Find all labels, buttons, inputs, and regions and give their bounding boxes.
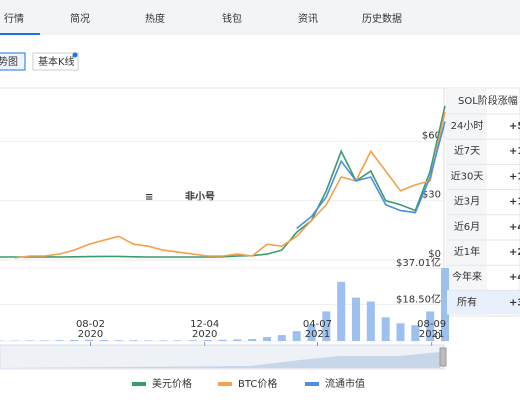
y-tick-label: $18.50亿 xyxy=(396,293,441,306)
watermark-logo: ≡ xyxy=(145,192,153,203)
tab[interactable]: 行情 xyxy=(4,12,24,25)
volume-bar xyxy=(55,340,63,341)
volume-bar xyxy=(26,340,34,341)
volume-bar xyxy=(41,340,49,341)
volume-bar xyxy=(70,340,78,341)
volume-bar xyxy=(159,340,167,341)
legend-label[interactable]: 流通市值 xyxy=(325,377,365,390)
legend-swatch xyxy=(218,382,232,386)
period-label: 近3月 xyxy=(454,195,480,208)
period-label: 今年来 xyxy=(452,270,482,283)
tab[interactable]: 热度 xyxy=(145,12,165,25)
x-tick-year: 2020 xyxy=(78,329,103,340)
change-value: +15 xyxy=(509,197,520,208)
volume-bar xyxy=(248,339,256,341)
series-line xyxy=(15,112,445,258)
volume-bar xyxy=(189,340,197,341)
volume-bar xyxy=(144,340,152,341)
volume-bar xyxy=(115,340,123,341)
x-tick-year: 2021 xyxy=(419,329,444,340)
volume-bar xyxy=(263,337,271,341)
volume-bar xyxy=(397,323,405,341)
tab[interactable]: 历史数据 xyxy=(362,12,402,25)
change-value: +19 xyxy=(509,171,520,182)
volume-bar xyxy=(233,339,241,341)
volume-bar xyxy=(204,340,212,341)
change-value: +1 xyxy=(509,146,520,157)
change-value: +24 xyxy=(509,247,520,258)
series-line xyxy=(0,106,445,257)
period-label: 近7天 xyxy=(454,144,480,157)
volume-bar xyxy=(337,282,345,341)
panel-title: SOL阶段涨幅 xyxy=(458,94,518,107)
legend-swatch xyxy=(132,382,146,386)
tab[interactable]: 钱包 xyxy=(222,12,242,25)
y-tick-label: $37.01亿 xyxy=(396,256,441,269)
volume-bar xyxy=(278,335,286,341)
legend-swatch xyxy=(305,382,319,386)
legend-label[interactable]: 美元价格 xyxy=(152,377,192,390)
volume-bar xyxy=(130,340,138,341)
x-tick-year: 2021 xyxy=(305,329,330,340)
change-value: +35 xyxy=(509,297,520,308)
volume-bar xyxy=(352,298,360,341)
period-label: 24小时 xyxy=(451,120,484,132)
period-label: 近1年 xyxy=(454,245,480,258)
button-label[interactable]: 势图 xyxy=(0,55,18,68)
change-value: +5 xyxy=(509,121,520,132)
volume-bar xyxy=(219,340,227,341)
volume-bar xyxy=(100,340,108,341)
volume-bar xyxy=(174,340,182,341)
change-value: +48 xyxy=(509,272,520,283)
change-value: +41 xyxy=(509,222,520,233)
navigator-handle xyxy=(440,348,446,366)
active-tab-underline xyxy=(0,33,40,35)
period-label: 所有 xyxy=(457,295,477,308)
volume-bar xyxy=(293,331,301,341)
volume-bar xyxy=(382,317,390,341)
tab[interactable]: 简况 xyxy=(70,12,90,25)
tab[interactable]: 资讯 xyxy=(298,13,318,25)
button-label[interactable]: 基本K线 xyxy=(38,55,75,68)
volume-bar xyxy=(367,302,375,341)
period-label: 近30天 xyxy=(451,169,484,182)
period-label: 近6月 xyxy=(454,220,480,233)
legend-label[interactable]: BTC价格 xyxy=(238,377,277,390)
x-tick-year: 2020 xyxy=(192,329,217,340)
